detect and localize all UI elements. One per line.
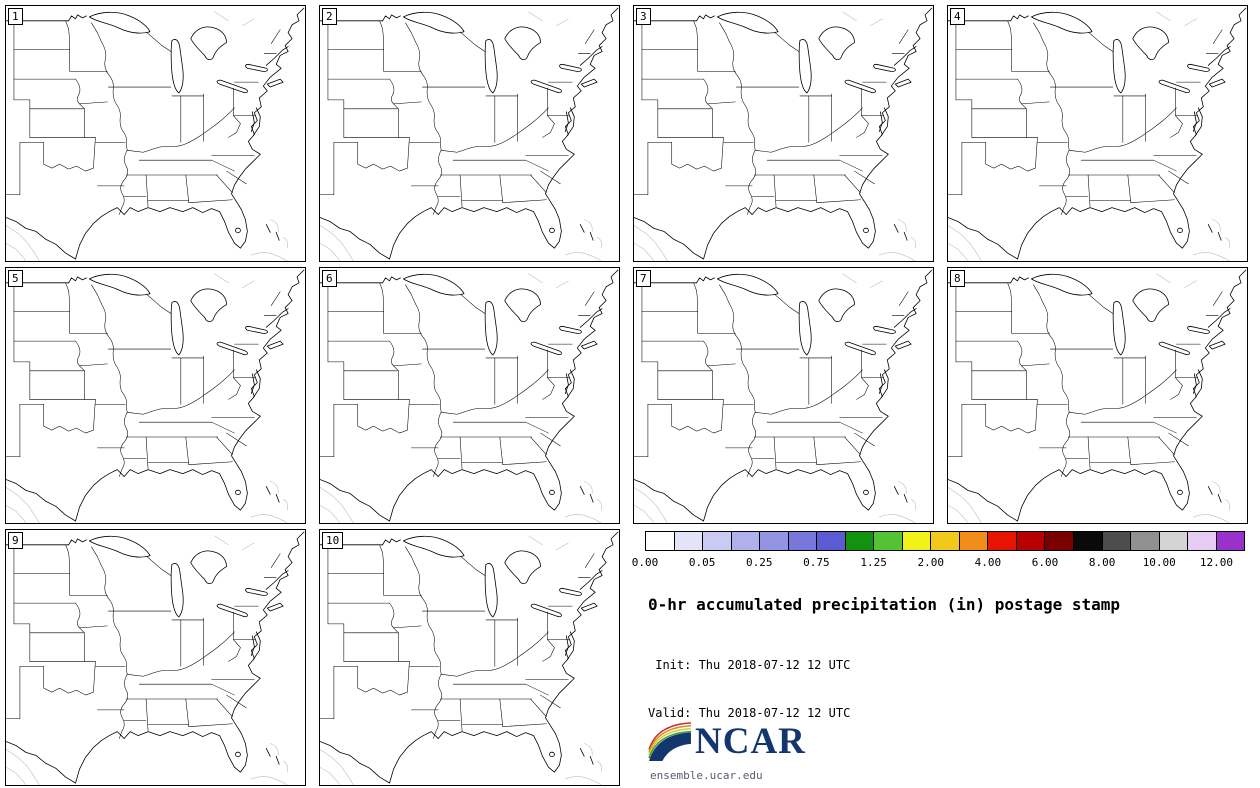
panel-number: 5 [8,270,23,287]
panel-number: 4 [950,8,965,25]
colorbar-segment [1215,532,1245,550]
colorbar-segment [759,532,788,550]
colorbar-tick-label: 8.00 [1088,556,1116,569]
us-map [320,7,619,261]
ncar-logo-icon [647,721,693,761]
colorbar-segment [1072,532,1102,550]
panel-number: 3 [636,8,651,25]
panel-number: 2 [322,8,337,25]
colorbar-tick-label: 12.00 [1199,556,1233,569]
colorbar-segment [1187,532,1216,550]
plot-title: 0-hr accumulated precipitation (in) post… [648,595,1121,614]
colorbar-segment [673,532,703,550]
map-panel: 4 [947,5,1248,262]
colorbar-segment [873,532,902,550]
map-panel: 8 [947,267,1248,524]
ncar-logo-text: NCAR [695,720,806,762]
panel-number: 10 [322,532,344,549]
map-panel: 1 [5,5,306,262]
us-map [6,269,305,523]
colorbar-segment [1015,532,1045,550]
ncar-rainbow-green [648,730,691,759]
colorbar-labels: 0.00 0.05 0.25 0.75 1.25 2.00 4.00 6.00 8.00 10.0… [632,556,1245,569]
map-panel: 5 [5,267,306,524]
colorbar-tick-label: 0.00 [631,556,659,569]
colorbar-segment [730,532,760,550]
colorbar-segment [787,532,817,550]
us-map [6,531,305,785]
colorbar-wrap: 0.00 0.05 0.25 0.75 1.25 2.00 4.00 6.00 8.00 10.0… [632,531,1245,569]
us-map [948,269,1247,523]
us-map [6,7,305,261]
us-map [634,269,933,523]
map-panel: 2 [319,5,620,262]
colorbar-segment [901,532,931,550]
colorbar-segment [958,532,988,550]
info-block: 0.00 0.05 0.25 0.75 1.25 2.00 4.00 6.00 8.00 10.0… [632,529,1248,786]
panel-number: 8 [950,270,965,287]
ncar-brand: NCAR [647,721,806,761]
colorbar-segment [1044,532,1073,550]
colorbar-tick-label: 1.25 [860,556,887,569]
colorbar-segment [987,532,1016,550]
colorbar-tick-label: 2.00 [917,556,944,569]
us-map [634,7,933,261]
us-map [320,531,619,785]
colorbar-tick-label: 0.75 [803,556,830,569]
colorbar-segment [816,532,845,550]
panel-number: 9 [8,532,23,549]
colorbar-tick-label: 6.00 [1031,556,1059,569]
valid-time: Valid: Thu 2018-07-12 12 UTC [648,706,851,720]
map-panel: 10 [319,529,620,786]
map-panel: 6 [319,267,620,524]
panel-number: 6 [322,270,337,287]
colorbar-segment [1130,532,1159,550]
us-map [948,7,1247,261]
colorbar-segment [702,532,731,550]
colorbar-tick-label: 4.00 [974,556,1002,569]
colorbar [645,531,1245,551]
init-time: Init: Thu 2018-07-12 12 UTC [648,658,851,672]
colorbar-segment [844,532,874,550]
ncar-rainbow-red [648,722,691,750]
map-panel: 7 [633,267,934,524]
colorbar-tick-label: 0.05 [688,556,716,569]
website-caption: ensemble.ucar.edu [650,769,763,782]
panel-number: 7 [636,270,651,287]
colorbar-segment [1158,532,1188,550]
colorbar-segment [930,532,959,550]
map-panel: 3 [633,5,934,262]
colorbar-tick-label: 0.25 [746,556,773,569]
plot-times: Init: Thu 2018-07-12 12 UTC Valid: Thu 2… [648,625,850,753]
ncar-swoosh [649,732,691,761]
us-map [320,269,619,523]
ncar-rainbow-yellow [648,727,691,756]
ncar-rainbow-orange [648,725,691,753]
panel-number: 1 [8,8,23,25]
colorbar-segment [646,532,674,550]
map-panel: 9 [5,529,306,786]
colorbar-segment [1101,532,1131,550]
colorbar-tick-label: 10.00 [1142,556,1176,569]
